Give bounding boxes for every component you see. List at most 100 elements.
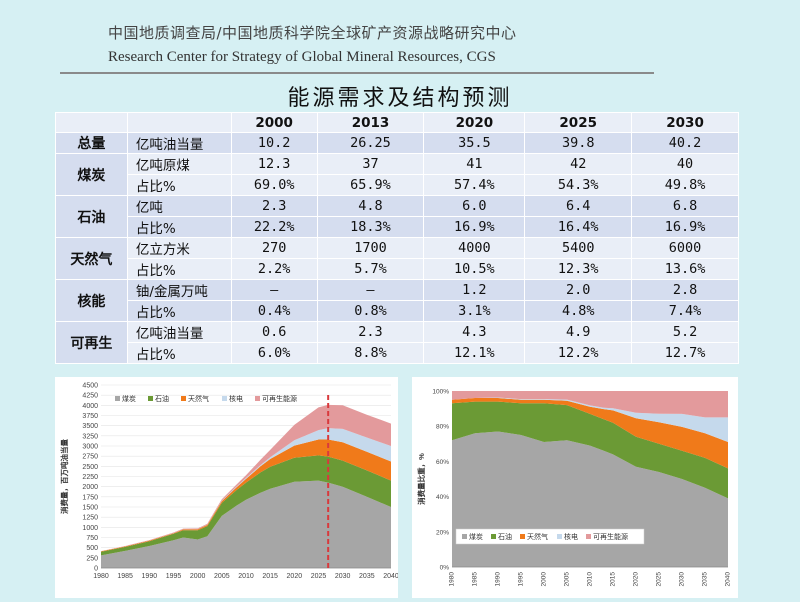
legend-swatch-renewable: [255, 396, 260, 401]
table-row: 总量 亿吨油当量 10.2 26.25 35.5 39.8 40.2: [55, 132, 739, 155]
table-row: 占比% 69.0% 65.9% 57.4% 54.3% 49.8%: [56, 174, 739, 197]
share-area-chart-svg: 0% 20% 40% 60% 80% 100% 1980 1985 1990 1995 2000 20…: [416, 389, 732, 587]
y-tick-label: 500: [86, 545, 98, 552]
table-row: 煤炭 亿吨原煤 12.3 37 41 42 40: [55, 153, 739, 197]
legend-label: 煤炭: [122, 394, 136, 403]
legend-swatch-renewable: [586, 534, 591, 539]
table-row: 可再生 亿吨油当量 0.6 2.3 4.3 4.9 5.2: [55, 321, 739, 365]
x-tick-label: 2000: [541, 572, 548, 587]
x-tick-label: 2010: [238, 573, 254, 580]
forecast-table: 2000 2013 2020 2025 2030 总量 亿吨油当量 10.2 2…: [55, 111, 739, 365]
value-cell: 12.7%: [631, 342, 739, 365]
area-renewable: [452, 391, 728, 418]
value-cell: 13.6%: [631, 258, 739, 281]
legend-swatch-oil: [491, 534, 496, 539]
legend-swatch-gas: [520, 534, 525, 539]
value-cell: —: [230, 279, 318, 302]
legend-swatch-coal: [462, 534, 467, 539]
legend-label: 可再生能源: [262, 394, 297, 403]
unit-cell: 亿立方米: [126, 237, 232, 260]
org-name-cn: 中国地质调查局/中国地质科学院全球矿产资源战略研究中心: [108, 24, 517, 42]
value-cell: 8.8%: [316, 342, 425, 365]
value-cell: 6.0%: [230, 342, 318, 365]
value-cell: 6.0: [423, 195, 526, 218]
value-cell: 6.4: [524, 195, 633, 218]
table-row: 占比% 0.4% 0.8% 3.1% 4.8% 7.4%: [56, 300, 739, 323]
value-cell: 4.3: [423, 321, 526, 344]
value-cell: 65.9%: [316, 174, 425, 197]
value-cell: 10.2: [230, 132, 318, 155]
year-header: 2000: [230, 111, 318, 134]
unit-cell: 亿吨油当量: [126, 132, 232, 155]
x-tick-label: 2000: [190, 573, 206, 580]
y-tick-label: 1500: [82, 505, 98, 512]
y-tick-label: 4000: [82, 403, 98, 410]
y-tick-label: 1000: [82, 525, 98, 532]
value-cell: 16.9%: [423, 216, 526, 239]
value-cell: 1.2: [423, 279, 526, 302]
year-header: 2025: [524, 111, 633, 134]
value-cell: 3.1%: [423, 300, 526, 323]
unit-cell: 占比%: [126, 258, 232, 281]
legend-swatch-nuclear: [557, 534, 562, 539]
y-tick-label: 20%: [436, 529, 449, 536]
y-tick-label: 80%: [436, 424, 449, 431]
x-tick-label: 1990: [142, 573, 158, 580]
x-tick-label: 2025: [311, 573, 327, 580]
value-cell: 10.5%: [423, 258, 526, 281]
y-tick-label: 1250: [82, 515, 98, 522]
org-name-en: Research Center for Strategy of Global M…: [108, 49, 496, 65]
value-cell: 270: [230, 237, 318, 260]
area-renewable: [101, 404, 391, 552]
value-cell: 12.2%: [524, 342, 633, 365]
value-cell: 12.3%: [524, 258, 633, 281]
value-cell: 5400: [524, 237, 633, 260]
year-header: 2030: [631, 111, 739, 134]
category-total: 总量: [55, 132, 128, 155]
unit-cell: 占比%: [126, 216, 232, 239]
value-cell: 35.5: [423, 132, 526, 155]
table-row: 占比% 2.2% 5.7% 10.5% 12.3% 13.6%: [56, 258, 739, 281]
y-tick-label: 3250: [82, 433, 98, 440]
value-cell: 6.8: [631, 195, 739, 218]
value-cell: 16.4%: [524, 216, 633, 239]
x-tick-label: 2020: [287, 573, 303, 580]
value-cell: 4.8%: [524, 300, 633, 323]
x-tick-label: 2005: [564, 572, 571, 587]
value-cell: —: [316, 279, 425, 302]
x-tick-label: 1980: [93, 573, 109, 580]
x-tick-label: 2025: [656, 572, 663, 587]
y-tick-label: 2000: [82, 484, 98, 491]
legend-swatch-gas: [181, 396, 186, 401]
y-tick-label: 3750: [82, 413, 98, 420]
value-cell: 0.8%: [316, 300, 425, 323]
x-tick-label: 2010: [587, 572, 594, 587]
value-cell: 2.2%: [230, 258, 318, 281]
x-tick-label: 1995: [166, 573, 182, 580]
x-tick-label: 2030: [679, 572, 686, 587]
y-tick-label: 0: [94, 566, 98, 573]
legend-label: 核电: [564, 532, 578, 541]
x-tick-label: 2030: [335, 573, 351, 580]
x-tick-label: 2040: [383, 573, 398, 580]
y-tick-label: 3500: [82, 423, 98, 430]
x-tick-label: 2035: [359, 573, 375, 580]
value-cell: 41: [423, 153, 526, 176]
area-gas: [452, 398, 728, 469]
legend-box: [455, 528, 645, 545]
legend-label: 天然气: [188, 394, 209, 403]
table-row: 石油 亿吨 2.3 4.8 6.0 6.4 6.8: [55, 195, 739, 239]
y-tick-label: 60%: [436, 459, 449, 466]
x-tick-label: 2015: [610, 572, 617, 587]
category-gas: 天然气: [55, 237, 128, 281]
x-tick-label: 2020: [633, 572, 640, 587]
header-blank: [126, 111, 232, 134]
value-cell: 57.4%: [423, 174, 526, 197]
value-cell: 4.8: [316, 195, 425, 218]
unit-cell: 占比%: [126, 174, 232, 197]
legend-label: 石油: [155, 394, 169, 403]
x-tick-label: 2015: [262, 573, 278, 580]
legend-label: 煤炭: [469, 532, 483, 541]
year-header: 2013: [316, 111, 425, 134]
y-axis-label: 消费量比重，%: [416, 453, 426, 505]
